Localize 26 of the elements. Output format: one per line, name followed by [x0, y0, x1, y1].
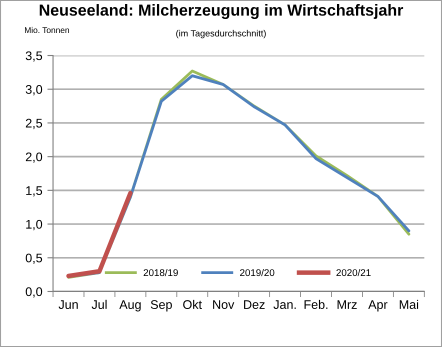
y-axis-title: Mio. Tonnen: [24, 26, 70, 34]
y-tick-label: 1,5: [26, 186, 42, 196]
x-tick-label: Mrz: [338, 300, 357, 309]
x-tick-label: Apr: [368, 300, 388, 312]
y-tick-label: 2,0: [26, 152, 42, 163]
y-tick-label: 0,0: [26, 287, 42, 298]
y-tick-label: 1,0: [26, 220, 42, 230]
x-tick-label: Jan.: [273, 300, 296, 309]
x-tick-label: Nov: [213, 300, 234, 309]
x-tick-label: Jun: [58, 300, 78, 309]
x-tick-label: Dez: [244, 300, 265, 309]
x-tick-label: Feb.: [304, 300, 328, 309]
legend-label: 2018/19: [144, 268, 178, 276]
legend-label: 2020/21: [336, 268, 371, 276]
chart-subtitle: (im Tagesdurchschnitt): [176, 30, 266, 38]
y-tick-label: 0,5: [26, 254, 42, 264]
legend-label: 2019/20: [240, 268, 274, 276]
y-tick-label: 3,5: [26, 51, 42, 62]
x-tick-label: Sep: [150, 300, 172, 312]
x-tick-label: Okt: [183, 300, 202, 309]
x-tick-label: Aug: [119, 300, 141, 312]
y-tick-label: 3,0: [26, 85, 42, 96]
x-tick-label: Mai: [400, 300, 418, 309]
chart-title: Neuseeland: Milcherzeugung im Wirtschaftsjahr: [40, 4, 404, 19]
y-tick-label: 2,5: [26, 118, 42, 130]
x-tick-label: Jul: [92, 300, 107, 309]
